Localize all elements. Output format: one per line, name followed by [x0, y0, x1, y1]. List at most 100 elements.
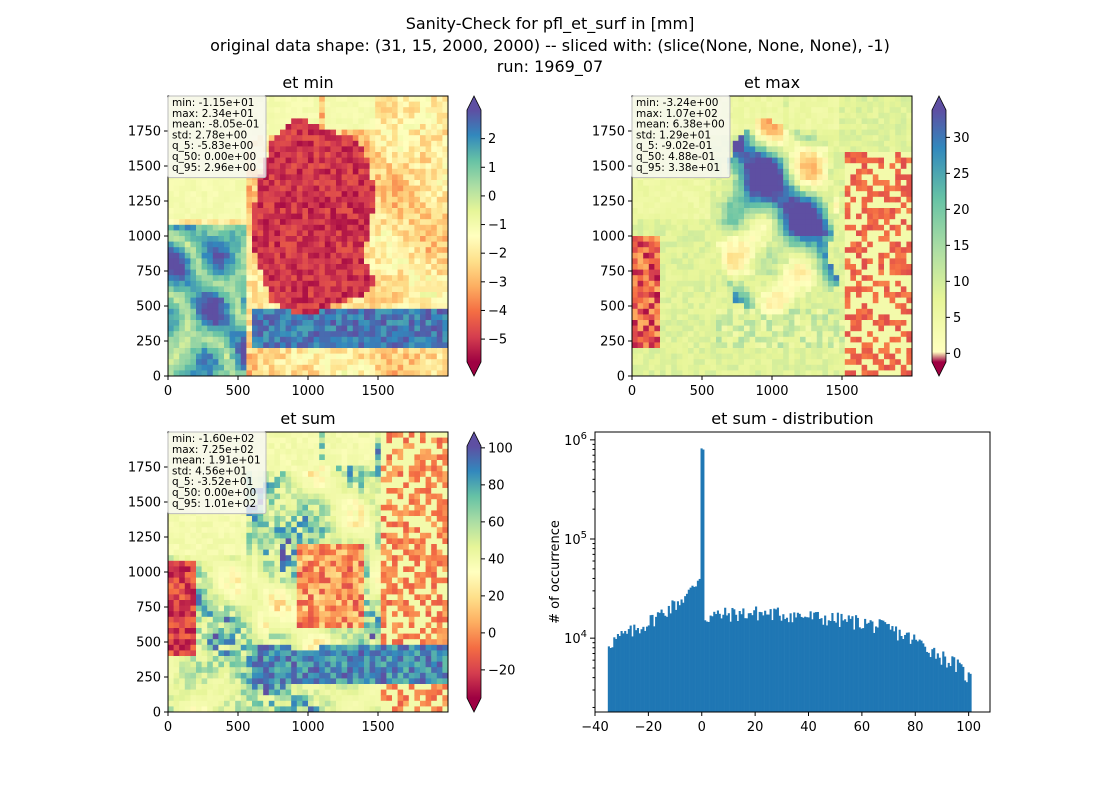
histogram-bar	[902, 639, 905, 712]
et-sum-colorbar-label: 100	[488, 441, 513, 456]
histogram-bar	[649, 615, 652, 712]
et-sum-title: et sum	[280, 409, 335, 428]
histogram-bar	[931, 649, 934, 712]
et-min-stat-line: std: 2.78e+00	[172, 129, 247, 141]
et-sum-stat-line: q_5: -3.52e+01	[172, 476, 253, 488]
histogram-bar	[660, 609, 663, 712]
histogram-bar	[809, 611, 812, 712]
histogram-bar	[816, 611, 819, 712]
histogram-bar	[945, 667, 948, 712]
histogram-bar	[785, 617, 789, 712]
histogram-bar	[949, 666, 952, 712]
et-min-xtick-label: 500	[226, 384, 251, 399]
et-sum-colorbar-label: −20	[488, 663, 515, 678]
et-sum-stat-line: q_50: 0.00e+00	[172, 487, 256, 499]
histogram-bar	[805, 617, 809, 712]
histogram-bar	[720, 618, 723, 712]
histogram-frame	[594, 431, 991, 713]
et-max-stat-line: q_95: 3.38e+01	[636, 162, 720, 174]
et-sum-stat-line: max: 7.25e+02	[172, 444, 254, 456]
histogram-bar	[760, 612, 763, 712]
et-max-ytick-label: 1000	[592, 230, 625, 245]
histogram-xtick-label: 20	[747, 720, 764, 735]
histogram-xtick-label: 0	[698, 720, 706, 735]
histogram-bar	[940, 664, 943, 712]
histogram-bar	[700, 448, 703, 712]
et-max-colorbar-label: 20	[953, 203, 970, 218]
et-min-stat-line: q_95: 2.96e+00	[172, 162, 256, 174]
histogram-bar	[749, 613, 752, 712]
histogram-bar	[662, 613, 665, 712]
histogram-bar	[960, 664, 963, 712]
histogram-bar	[965, 682, 968, 712]
histogram-bar	[884, 622, 887, 712]
histogram-bar	[738, 611, 741, 712]
histogram-ylabel: # of occurrence	[548, 520, 563, 624]
histogram-xtick-label: 80	[907, 720, 924, 735]
histogram-bar	[813, 612, 816, 712]
histogram-bar	[822, 624, 825, 712]
histogram-bar	[835, 622, 838, 712]
histogram-bar	[856, 617, 859, 712]
histogram-bar	[947, 662, 950, 712]
et-sum-xtick-label: 500	[226, 720, 251, 735]
et-sum-colorbar-outline	[466, 431, 482, 713]
et-min-colorbar-label: 0	[488, 189, 496, 204]
et-min-ytick-label: 500	[136, 300, 161, 315]
histogram-bar	[885, 624, 889, 712]
histogram-bar	[753, 610, 756, 712]
histogram-xtick-label: −20	[635, 720, 662, 735]
histogram-bar	[849, 618, 852, 712]
histogram-bar	[860, 628, 863, 712]
histogram-bar	[702, 449, 705, 712]
histogram-bar	[624, 630, 627, 712]
et-max-ytick-label: 500	[600, 300, 625, 315]
histogram-bar	[820, 618, 823, 712]
et-min-ytick-label: 250	[136, 335, 161, 350]
et-min-ytick-label: 1750	[128, 125, 161, 140]
et-max-ytick-label: 750	[600, 265, 625, 280]
et-sum-xtick-label: 1000	[291, 720, 324, 735]
et-sum-colorbar-label: 40	[488, 552, 505, 567]
histogram-bar	[873, 632, 876, 712]
histogram-bar	[671, 600, 674, 712]
et-max-title: et max	[744, 73, 800, 92]
et-min-colorbar-extend-bottom	[467, 362, 481, 376]
et-sum-ytick-label: 1500	[128, 496, 161, 511]
histogram-bar	[789, 613, 792, 712]
histogram-bar	[724, 607, 727, 712]
histogram-bar	[922, 643, 925, 712]
et-min-xtick-label: 1500	[361, 384, 394, 399]
histogram-bar	[676, 601, 679, 712]
et-sum-colorbar-label: 60	[488, 515, 505, 530]
et-min-ytick-label: 1500	[128, 160, 161, 175]
histogram-bar	[765, 614, 769, 712]
et-min-colorbar	[467, 110, 481, 362]
histogram-bar	[629, 625, 632, 712]
histogram-bar	[924, 646, 927, 712]
et-max-xtick-label: 1500	[825, 384, 858, 399]
histogram-bar	[864, 618, 867, 712]
histogram-bar	[898, 629, 901, 712]
et-max-stat-line: q_5: -9.02e-01	[636, 140, 712, 152]
histogram-bar	[871, 621, 874, 712]
histogram-bar	[658, 612, 661, 712]
histogram-bar	[844, 619, 847, 712]
et-max-colorbar-outline	[931, 95, 947, 377]
et-max-ytick-label: 1250	[592, 195, 625, 210]
et-max-colorbar-label: 10	[953, 275, 970, 290]
et-min-colorbar-label: −4	[488, 304, 507, 319]
histogram-bar	[685, 593, 689, 712]
et-min-ytick-label: 1250	[128, 195, 161, 210]
histogram-ytick-label: 106	[564, 431, 587, 449]
histogram-bar	[682, 602, 685, 712]
histogram-bar	[896, 640, 899, 712]
histogram-bar	[894, 626, 898, 712]
histogram-bar	[733, 609, 736, 712]
histogram-bar	[958, 662, 961, 712]
histogram-bar	[640, 629, 643, 712]
et-min-colorbar-label: −1	[488, 218, 507, 233]
histogram-bar	[815, 612, 818, 712]
histogram-bar	[791, 622, 794, 712]
